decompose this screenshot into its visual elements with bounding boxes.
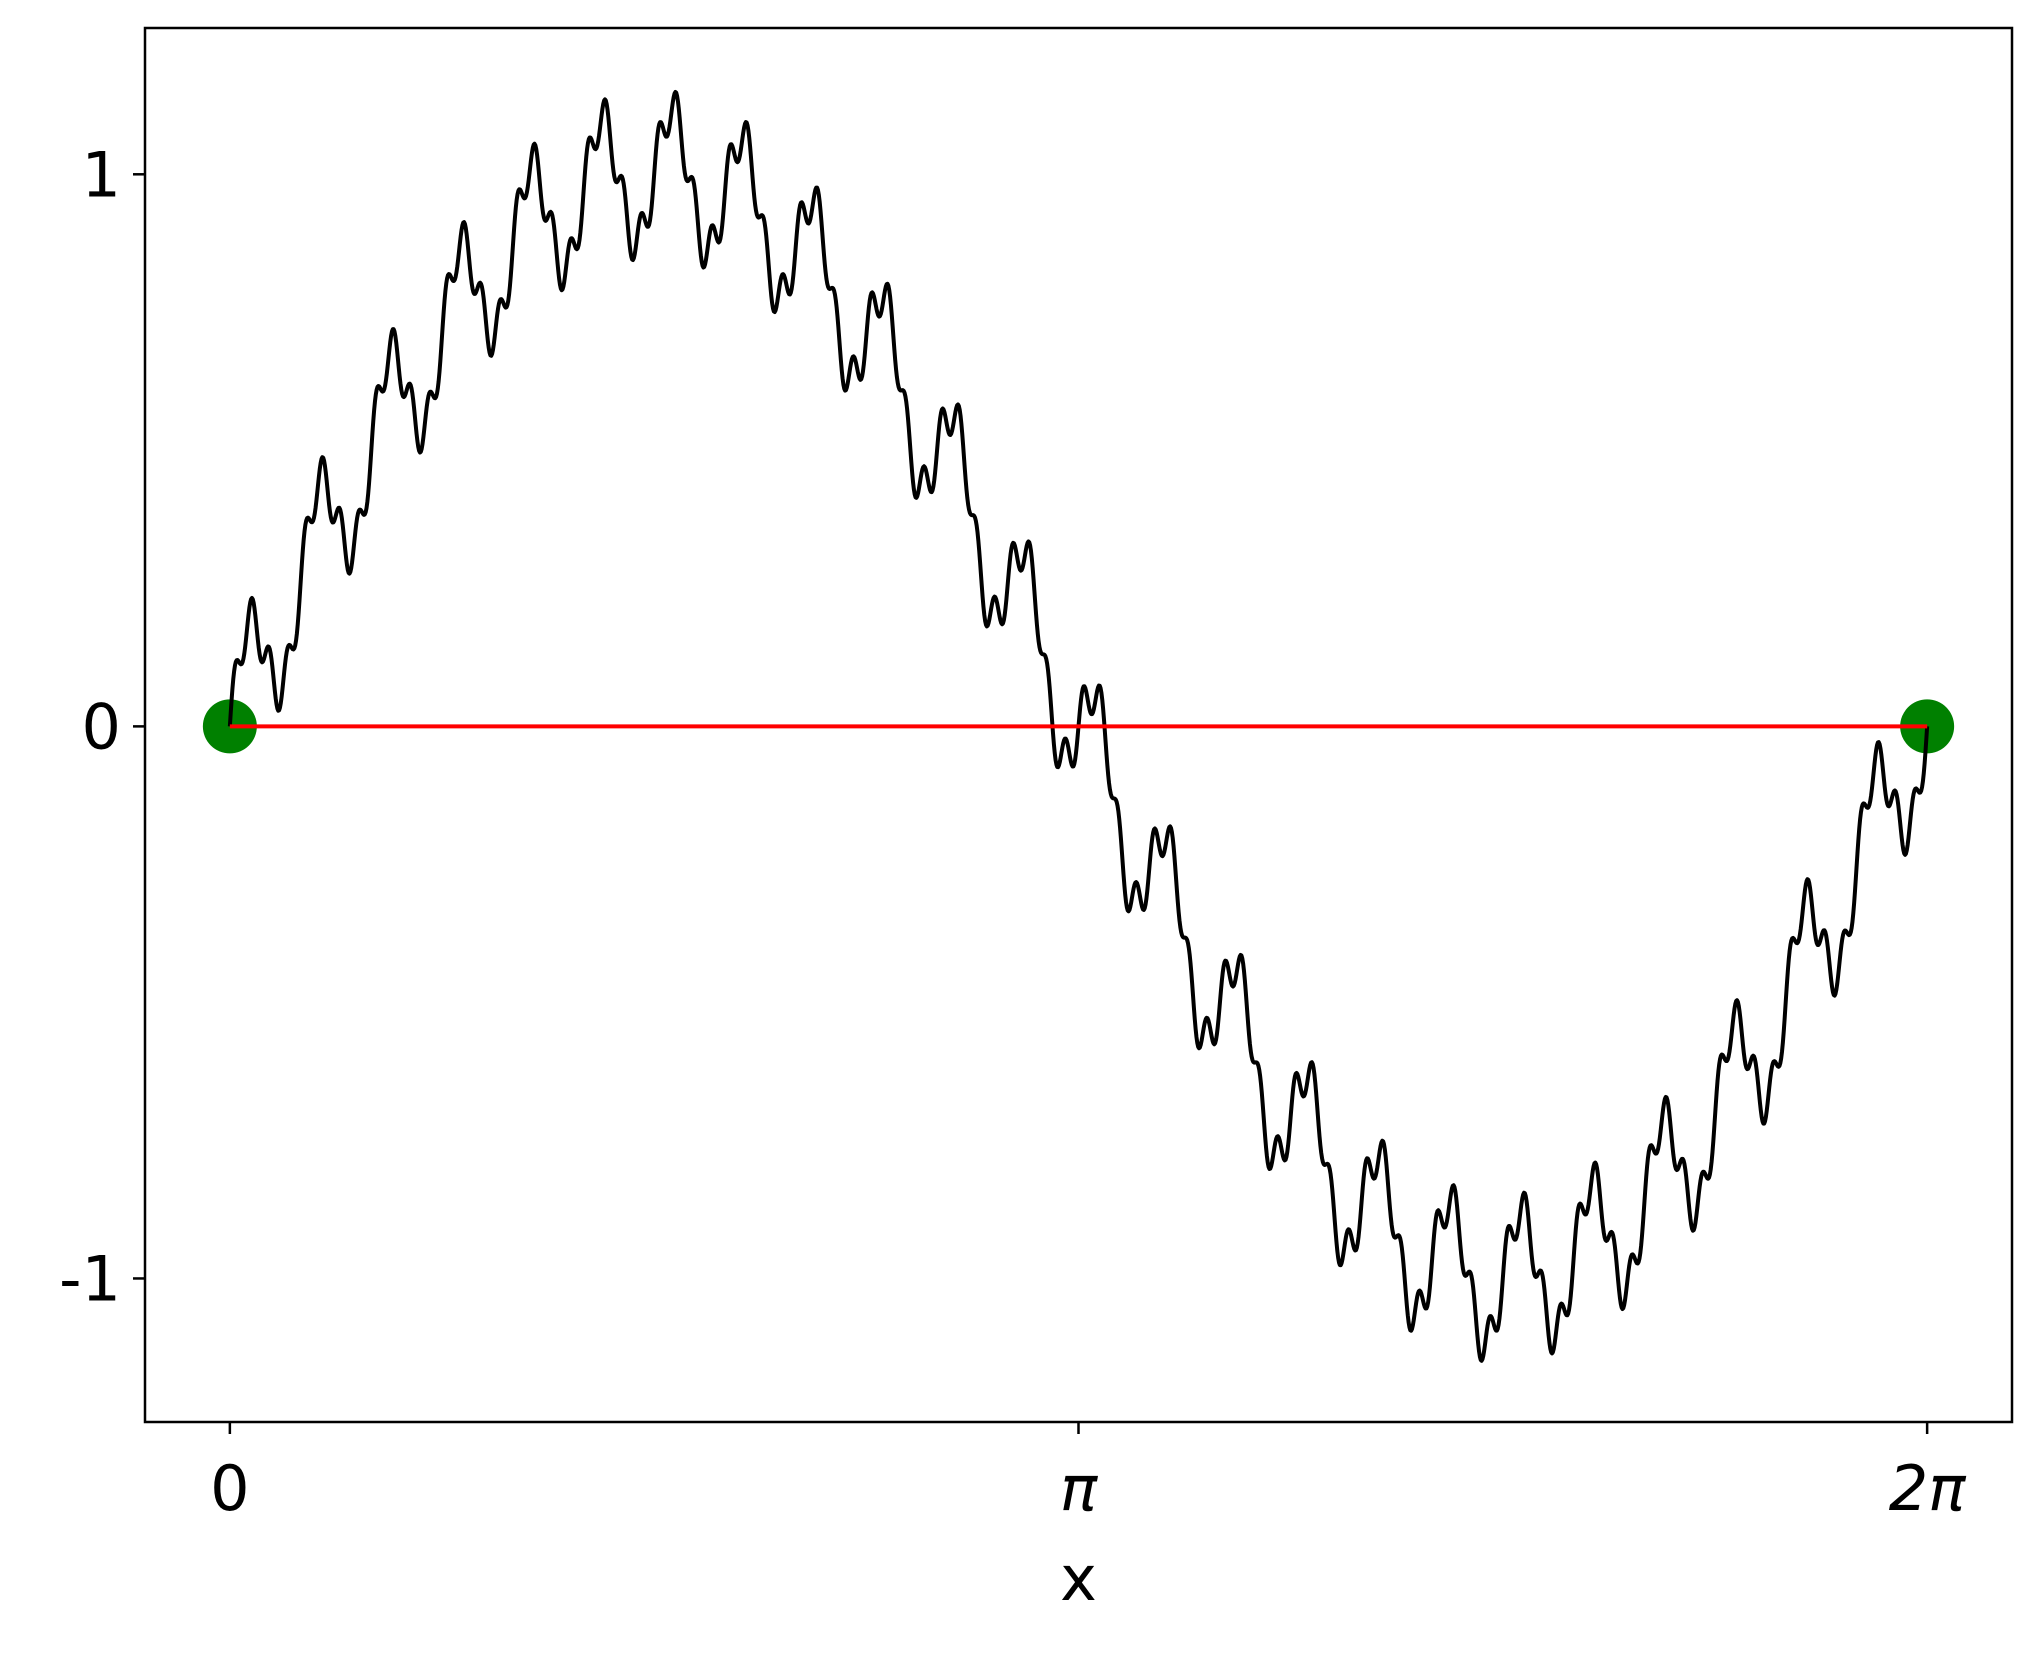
x-axis-label: x (1060, 1542, 1097, 1615)
y-tick-label: 0 (82, 690, 121, 763)
ticks: 0 π 2π 1 0 -1 (59, 138, 1967, 1525)
plot-area (202, 89, 1955, 1363)
x-tick-label: π (1060, 1452, 1099, 1525)
x-tick-label: 2π (1889, 1452, 1967, 1525)
y-tick-label: -1 (59, 1242, 121, 1315)
x-tick-label: 0 (210, 1452, 249, 1525)
y-tick-label: 1 (82, 138, 121, 211)
